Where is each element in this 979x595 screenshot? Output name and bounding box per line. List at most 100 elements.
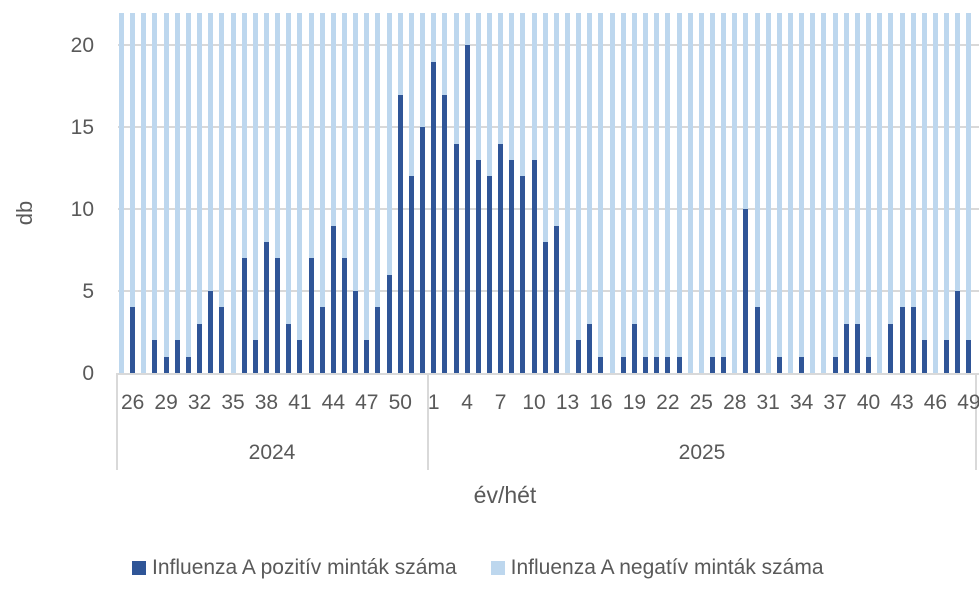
bar-week-17 bbox=[609, 13, 615, 373]
negative-segment bbox=[475, 13, 481, 161]
x-tick-label: 50 bbox=[388, 391, 412, 414]
x-tick-label: 4 bbox=[461, 391, 473, 414]
positive-swatch-icon bbox=[132, 561, 146, 575]
positive-segment bbox=[921, 340, 927, 373]
bar-week-16 bbox=[598, 13, 604, 373]
positive-segment bbox=[386, 274, 392, 373]
x-tick-label: 37 bbox=[823, 391, 847, 414]
negative-segment bbox=[788, 13, 793, 373]
bar-week-47 bbox=[364, 13, 370, 373]
positive-segment bbox=[620, 356, 626, 373]
positive-segment bbox=[431, 61, 437, 373]
bar-week-3 bbox=[453, 13, 459, 373]
legend-item-negative: Influenza A negatív minták száma bbox=[490, 556, 824, 580]
bar-week-42 bbox=[308, 13, 314, 373]
bar-week-40 bbox=[866, 13, 872, 373]
negative-segment bbox=[932, 13, 938, 373]
x-axis-right-border bbox=[975, 373, 977, 470]
positive-segment bbox=[721, 356, 727, 373]
positive-segment bbox=[319, 307, 325, 373]
negative-segment bbox=[944, 13, 950, 341]
negative-segment bbox=[364, 13, 370, 341]
negative-segment bbox=[263, 13, 269, 242]
negative-segment bbox=[754, 13, 760, 308]
positive-segment bbox=[263, 241, 269, 373]
negative-segment bbox=[342, 13, 347, 259]
positive-segment bbox=[966, 340, 972, 373]
negative-segment bbox=[197, 13, 203, 324]
bar-week-37 bbox=[832, 13, 838, 373]
bar-week-44 bbox=[330, 13, 336, 373]
negative-segment bbox=[542, 13, 548, 242]
bar-week-39 bbox=[275, 13, 281, 373]
negative-segment bbox=[709, 13, 715, 357]
year-divider bbox=[427, 373, 429, 470]
negative-segment bbox=[230, 13, 236, 373]
legend-item-positive: Influenza A pozitív minták száma bbox=[132, 556, 457, 580]
bar-week-25 bbox=[119, 13, 124, 373]
x-axis-title: év/hét bbox=[473, 482, 537, 508]
negative-segment bbox=[152, 13, 158, 341]
bar-week-24 bbox=[687, 13, 693, 373]
x-tick-label: 13 bbox=[555, 391, 580, 414]
negative-segment bbox=[609, 13, 615, 373]
bar-week-30 bbox=[754, 13, 760, 373]
positive-segment bbox=[665, 356, 671, 373]
bar-week-35 bbox=[230, 13, 236, 373]
positive-segment bbox=[342, 258, 347, 373]
negative-segment bbox=[442, 13, 448, 95]
negative-segment bbox=[843, 13, 849, 324]
positive-segment bbox=[854, 323, 860, 373]
bar-week-7 bbox=[498, 13, 504, 373]
positive-segment bbox=[776, 356, 782, 373]
negative-segment bbox=[520, 13, 526, 177]
negative-segment bbox=[676, 13, 682, 357]
negative-segment bbox=[531, 13, 537, 161]
bar-week-4 bbox=[464, 13, 470, 373]
bar-week-12 bbox=[553, 13, 559, 373]
positive-segment bbox=[330, 225, 336, 373]
y-tick-label: 5 bbox=[82, 280, 94, 304]
negative-segment bbox=[832, 13, 838, 357]
bar-week-10 bbox=[531, 13, 537, 373]
bar-week-34 bbox=[799, 13, 805, 373]
bar-week-47 bbox=[944, 13, 950, 373]
bar-week-48 bbox=[955, 13, 961, 373]
positive-segment bbox=[955, 291, 961, 373]
bar-week-28 bbox=[152, 13, 158, 373]
bar-week-43 bbox=[899, 13, 905, 373]
positive-segment bbox=[208, 291, 214, 373]
bar-week-44 bbox=[910, 13, 916, 373]
positive-segment bbox=[531, 160, 537, 373]
bar-week-46 bbox=[353, 13, 359, 373]
positive-segment bbox=[442, 94, 448, 373]
negative-segment bbox=[966, 13, 972, 341]
negative-segment bbox=[174, 13, 180, 341]
bar-week-46 bbox=[932, 13, 938, 373]
gridline bbox=[118, 208, 979, 211]
negative-segment bbox=[397, 13, 403, 95]
negative-segment bbox=[765, 13, 771, 373]
bar-week-52 bbox=[420, 13, 426, 373]
positive-segment bbox=[498, 143, 504, 373]
negative-segment bbox=[955, 13, 961, 292]
positive-segment bbox=[843, 323, 849, 373]
positive-segment bbox=[799, 356, 805, 373]
positive-segment bbox=[130, 307, 136, 373]
y-tick-label: 20 bbox=[70, 34, 94, 58]
negative-segment bbox=[308, 13, 314, 259]
negative-segment bbox=[386, 13, 392, 275]
negative-segment bbox=[910, 13, 916, 308]
bar-week-22 bbox=[665, 13, 671, 373]
gridline bbox=[118, 290, 979, 293]
negative-segment bbox=[698, 13, 704, 373]
positive-segment bbox=[509, 160, 515, 373]
bar-week-49 bbox=[386, 13, 392, 373]
y-tick-label: 15 bbox=[70, 116, 94, 140]
negative-segment bbox=[509, 13, 515, 161]
bar-week-36 bbox=[241, 13, 247, 373]
positive-segment bbox=[375, 307, 381, 373]
bar-week-45 bbox=[342, 13, 347, 373]
bar-week-39 bbox=[854, 13, 860, 373]
positive-segment bbox=[241, 258, 247, 373]
